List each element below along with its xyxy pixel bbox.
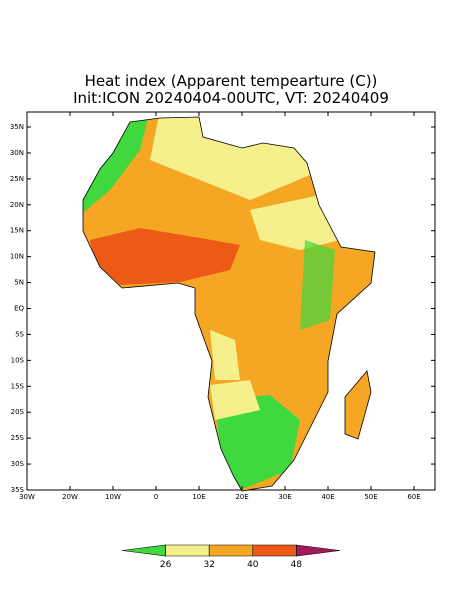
colorbar-label: 26 (160, 560, 172, 570)
map (26, 111, 436, 492)
lat-label: 15S (11, 382, 25, 390)
colorbar-swatch (252, 544, 297, 557)
title-line2: Init:ICON 20240404-00UTC, VT: 20240409 (73, 89, 389, 107)
lat-label: 10S (11, 356, 25, 364)
colorbar-label: 40 (247, 560, 259, 570)
lon-label: 50E (364, 493, 377, 501)
lon-label: 60E (407, 493, 420, 501)
lat-label: 35S (11, 486, 25, 494)
lat-label: 15N (10, 227, 24, 235)
title-line1: Heat index (Apparent tempearture (C)) (85, 72, 378, 90)
madagascar (344, 370, 372, 440)
colorbar-swatch (208, 544, 254, 557)
lat-label: 30N (10, 149, 24, 157)
lon-label: 0 (154, 493, 158, 501)
colorbar-swatch (296, 544, 341, 557)
lat-label: 20S (11, 408, 25, 416)
lon-label: 40E (321, 493, 334, 501)
lon-label: 20E (235, 493, 248, 501)
lon-label: 10W (105, 493, 121, 501)
lon-label: 20W (62, 493, 78, 501)
lat-label: 35N (10, 123, 24, 131)
lat-label: 10N (10, 253, 24, 261)
axis-ticks: 35N 30N 25N 20N 15N 10N 5N EQ 5S 10S 15S 20S 25S 30S 3… (10, 112, 435, 501)
lat-label: 5S (15, 330, 24, 338)
lon-label: 30E (278, 493, 291, 501)
lat-label: 20N (10, 201, 24, 209)
lat-label: EQ (14, 305, 24, 313)
colorbar: 26 32 40 48 (121, 544, 341, 570)
lon-label: 10E (192, 493, 205, 501)
colorbar-label: 32 (203, 560, 214, 570)
colorbar-label: 48 (291, 560, 303, 570)
lat-label: 25S (11, 434, 25, 442)
colorbar-swatch (121, 544, 166, 557)
lat-label: 30S (11, 460, 25, 468)
colorbar-swatch (165, 544, 210, 557)
lat-label: 5N (14, 279, 24, 287)
lon-label: 30W (19, 493, 35, 501)
lat-label: 25N (10, 175, 24, 183)
